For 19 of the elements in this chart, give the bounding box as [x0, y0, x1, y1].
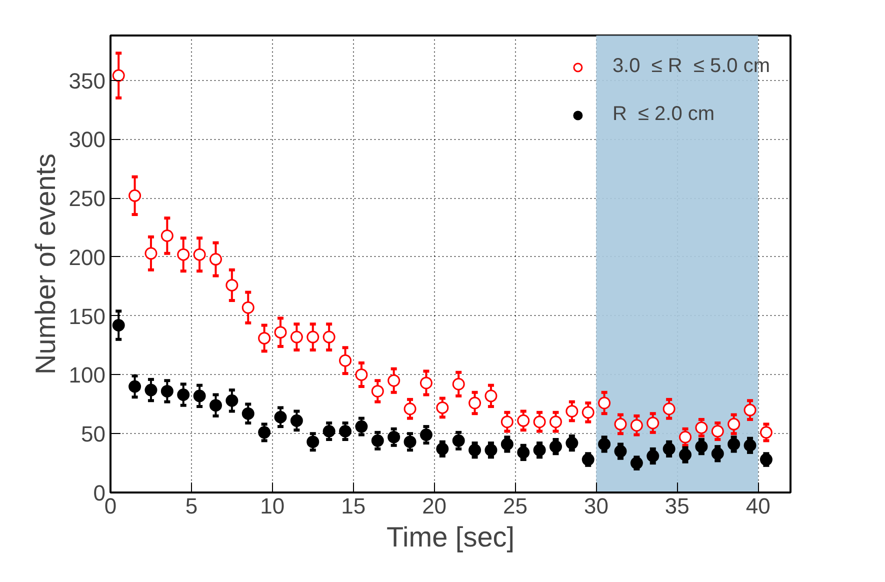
x-tick-label: 40 — [746, 494, 770, 518]
y-tick-label: 350 — [68, 68, 106, 94]
x-tick-label: 30 — [584, 494, 608, 518]
x-tick-label: 35 — [664, 494, 690, 518]
x-tick-label: 20 — [422, 494, 447, 518]
y-tick-label: 200 — [68, 244, 106, 270]
y-axis-title: Number of events — [30, 153, 61, 374]
y-tick-label: 250 — [68, 186, 106, 212]
y-tick-label: 100 — [68, 362, 106, 388]
x-tick-label: 15 — [341, 494, 366, 518]
legend-label: R ≤ 2.0 cm — [612, 103, 715, 126]
x-tick-label: 10 — [260, 494, 285, 518]
y-tick-label: 50 — [81, 422, 106, 447]
legend-label: 3.0 ≤ R ≤ 5.0 cm — [612, 55, 770, 78]
y-tick-label: 300 — [68, 127, 106, 152]
y-tick-label: 150 — [68, 304, 106, 329]
x-tick-label: 25 — [503, 494, 528, 518]
x-tick-label: 5 — [185, 494, 198, 518]
x-axis-title: Time [sec] — [386, 522, 515, 552]
